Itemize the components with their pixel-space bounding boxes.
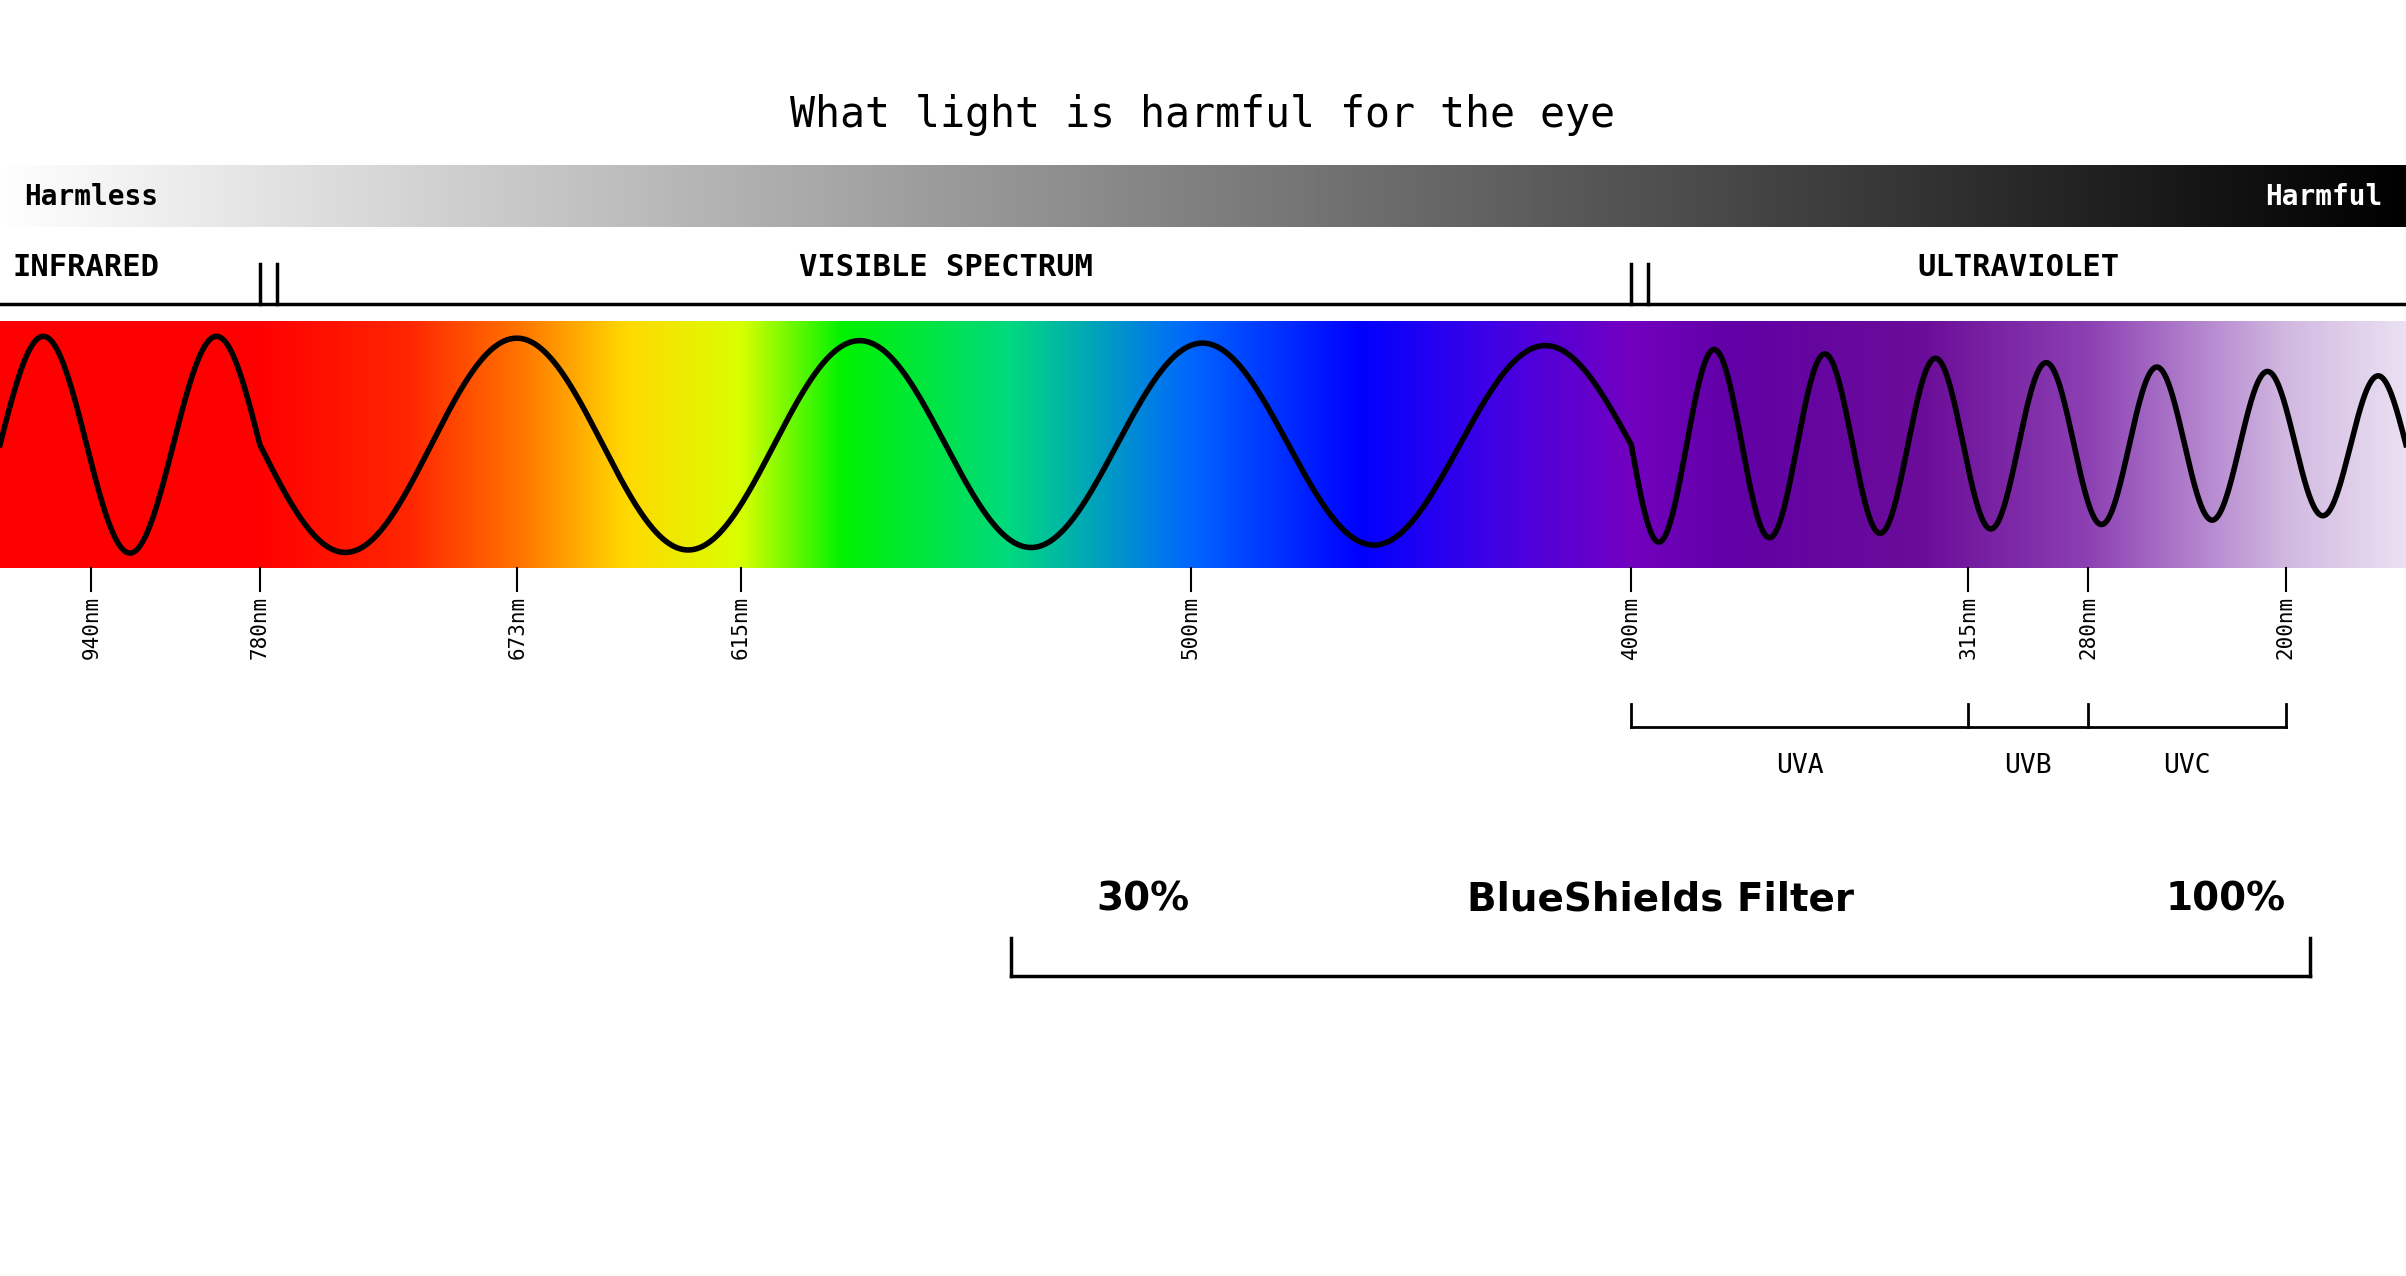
Text: UVA: UVA [1776,753,1824,778]
Text: Harmless: Harmless [24,182,159,211]
Text: 940nm: 940nm [82,596,101,658]
Text: INFRARED: INFRARED [12,254,159,282]
Text: 100%: 100% [2165,880,2286,919]
Text: 280nm: 280nm [2079,596,2098,658]
Text: ULTRAVIOLET: ULTRAVIOLET [1918,254,2120,282]
Text: BlueShields Filter: BlueShields Filter [1468,880,1853,919]
Text: 615nm: 615nm [731,596,751,658]
Text: VISIBLE SPECTRUM: VISIBLE SPECTRUM [799,254,1092,282]
Text: 400nm: 400nm [1622,596,1641,658]
Text: 673nm: 673nm [508,596,527,658]
Text: 200nm: 200nm [2276,596,2295,658]
Text: 780nm: 780nm [250,596,269,658]
Text: 315nm: 315nm [1958,596,1978,658]
Text: UVC: UVC [2163,753,2211,778]
Text: 30%: 30% [1097,880,1189,919]
Text: Harmful: Harmful [2264,182,2382,211]
Text: UVB: UVB [2004,753,2052,778]
Text: 500nm: 500nm [1181,596,1201,658]
Text: What light is harmful for the eye: What light is harmful for the eye [792,94,1614,135]
